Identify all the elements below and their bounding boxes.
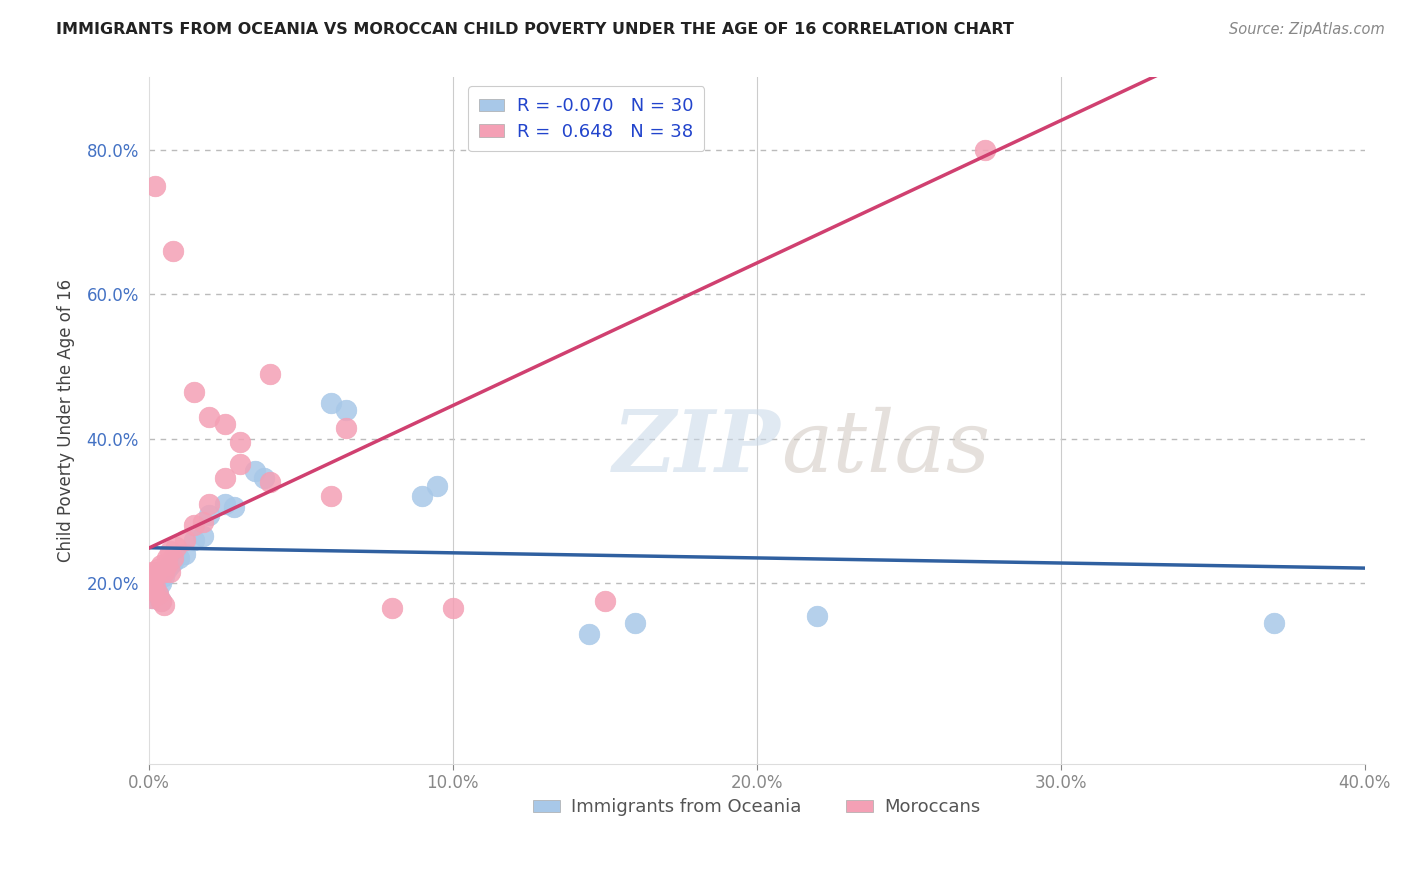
Point: [165, 540, 187, 554]
Point: [149, 594, 172, 608]
Point: [335, 421, 357, 435]
Point: [162, 244, 184, 258]
Point: [243, 464, 266, 478]
Point: [319, 490, 342, 504]
Point: [578, 627, 600, 641]
Point: [141, 591, 163, 605]
Point: [149, 558, 172, 573]
Point: [222, 500, 245, 515]
Point: [259, 475, 281, 489]
Point: [198, 410, 221, 425]
Point: [141, 576, 163, 591]
Point: [183, 533, 205, 547]
Text: atlas: atlas: [780, 407, 990, 490]
Point: [159, 543, 181, 558]
Point: [141, 583, 163, 598]
Text: IMMIGRANTS FROM OCEANIA VS MOROCCAN CHILD POVERTY UNDER THE AGE OF 16 CORRELATIO: IMMIGRANTS FROM OCEANIA VS MOROCCAN CHIL…: [56, 22, 1014, 37]
Point: [143, 573, 166, 587]
Point: [193, 515, 215, 529]
Point: [143, 178, 166, 193]
Point: [183, 384, 205, 399]
Point: [198, 508, 221, 522]
Point: [146, 587, 169, 601]
Point: [152, 569, 174, 583]
Point: [149, 576, 172, 591]
Point: [381, 601, 404, 615]
Point: [183, 518, 205, 533]
Point: [214, 497, 236, 511]
Point: [426, 478, 449, 492]
Point: [319, 395, 342, 409]
Point: [167, 550, 190, 565]
Point: [156, 562, 179, 576]
Point: [229, 457, 252, 471]
Point: [174, 547, 197, 561]
Point: [146, 566, 169, 580]
Point: [259, 367, 281, 381]
Point: [593, 594, 616, 608]
Point: [141, 583, 163, 598]
Point: [156, 558, 179, 573]
Point: [146, 562, 169, 576]
Point: [141, 591, 163, 605]
Point: [141, 569, 163, 583]
Point: [198, 497, 221, 511]
Point: [146, 587, 169, 601]
Point: [152, 598, 174, 612]
Text: Source: ZipAtlas.com: Source: ZipAtlas.com: [1229, 22, 1385, 37]
Point: [229, 435, 252, 450]
Point: [624, 615, 647, 630]
Point: [214, 471, 236, 485]
Point: [159, 558, 181, 573]
Point: [143, 569, 166, 583]
Point: [149, 594, 172, 608]
Point: [193, 529, 215, 543]
Point: [806, 608, 828, 623]
Point: [156, 550, 179, 565]
Point: [253, 471, 276, 485]
Point: [152, 566, 174, 580]
Point: [441, 601, 464, 615]
Point: [141, 566, 163, 580]
Point: [159, 566, 181, 580]
Legend: Immigrants from Oceania, Moroccans: Immigrants from Oceania, Moroccans: [526, 791, 987, 823]
Y-axis label: Child Poverty Under the Age of 16: Child Poverty Under the Age of 16: [58, 279, 75, 562]
Text: ZIP: ZIP: [613, 407, 780, 490]
Point: [143, 580, 166, 594]
Point: [411, 490, 433, 504]
Point: [335, 402, 357, 417]
Point: [162, 550, 184, 565]
Point: [143, 580, 166, 594]
Point: [1263, 615, 1285, 630]
Point: [214, 417, 236, 432]
Point: [973, 143, 995, 157]
Point: [174, 533, 197, 547]
Point: [162, 555, 184, 569]
